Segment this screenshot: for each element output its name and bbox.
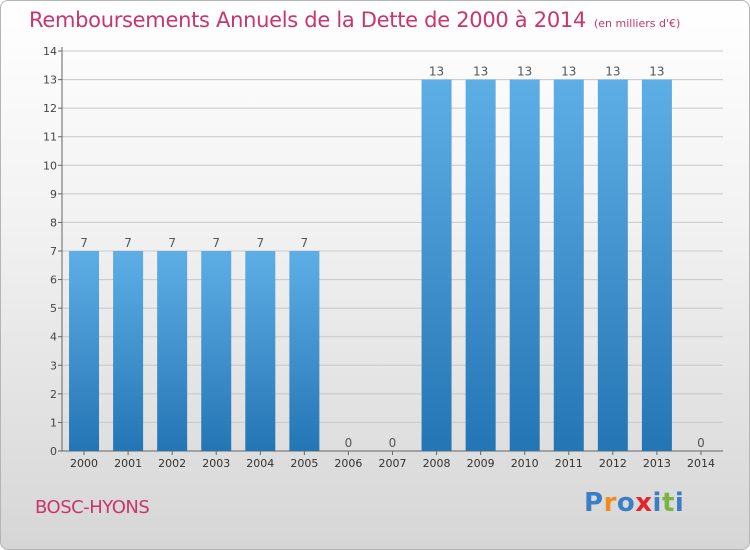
x-tick-label: 2012 [599,457,627,470]
y-tick-label: 5 [50,302,57,315]
bar [597,79,628,452]
bar [509,79,540,452]
data-label: 13 [473,65,488,79]
bar [245,251,276,451]
bar [69,251,100,451]
bar [113,251,144,451]
y-tick-label: 0 [50,445,57,458]
data-label: 0 [389,436,397,450]
y-tick-label: 13 [43,74,57,87]
logo-letter: x [635,488,653,518]
bar [553,79,584,452]
y-tick-label: 7 [50,245,57,258]
x-tick-label: 2004 [246,457,274,470]
bar [157,251,188,451]
x-tick-label: 2009 [467,457,495,470]
y-tick-label: 4 [50,331,57,344]
x-tick-label: 2007 [379,457,407,470]
y-tick-label: 2 [50,388,57,401]
data-label: 13 [605,65,620,79]
bar [641,79,672,452]
x-tick-label: 2013 [643,457,671,470]
data-label: 7 [212,236,220,250]
x-tick-label: 2001 [114,457,142,470]
data-label: 7 [301,236,309,250]
proxiti-logo: Proxiti [584,488,684,518]
data-label: 7 [80,236,88,250]
logo-letter: t [661,488,675,518]
commune-name: BOSC-HYONS [35,497,150,518]
x-tick-label: 2011 [555,457,583,470]
data-label: 0 [697,436,705,450]
logo-letter: i [674,488,685,518]
data-label: 13 [561,65,576,79]
data-label: 13 [649,65,664,79]
title-text: Remboursements Annuels de la Dette de 20… [29,8,586,32]
x-tick-label: 2005 [290,457,318,470]
y-tick-label: 12 [43,102,57,115]
logo-letter: P [584,488,604,518]
logo-letter: o [616,488,636,518]
y-tick-label: 9 [50,188,57,201]
y-tick-label: 10 [43,159,57,172]
y-tick-label: 8 [50,216,57,229]
x-tick-label: 2008 [423,457,451,470]
logo-letter: r [603,488,617,518]
unit-label: (en milliers d'€) [594,17,681,30]
y-tick-label: 6 [50,274,57,287]
y-tick-label: 3 [50,359,57,372]
y-tick-label: 11 [43,131,57,144]
data-label: 7 [256,236,264,250]
data-label: 13 [517,65,532,79]
bar [465,79,496,452]
y-tick-label: 14 [43,45,57,58]
bar [201,251,232,451]
y-tick-label: 1 [50,416,57,429]
logo-letter: i [652,488,662,518]
x-tick-label: 2006 [334,457,362,470]
x-tick-label: 2014 [687,457,715,470]
data-label: 13 [429,65,444,79]
x-tick-label: 2010 [511,457,539,470]
x-tick-label: 2000 [70,457,98,470]
chart-title: Remboursements Annuels de la Dette de 20… [29,8,680,32]
x-tick-label: 2002 [158,457,186,470]
data-label: 0 [345,436,353,450]
bar [289,251,320,451]
x-tick-label: 2003 [202,457,230,470]
data-label: 7 [168,236,176,250]
data-label: 7 [124,236,132,250]
bar [421,79,452,452]
